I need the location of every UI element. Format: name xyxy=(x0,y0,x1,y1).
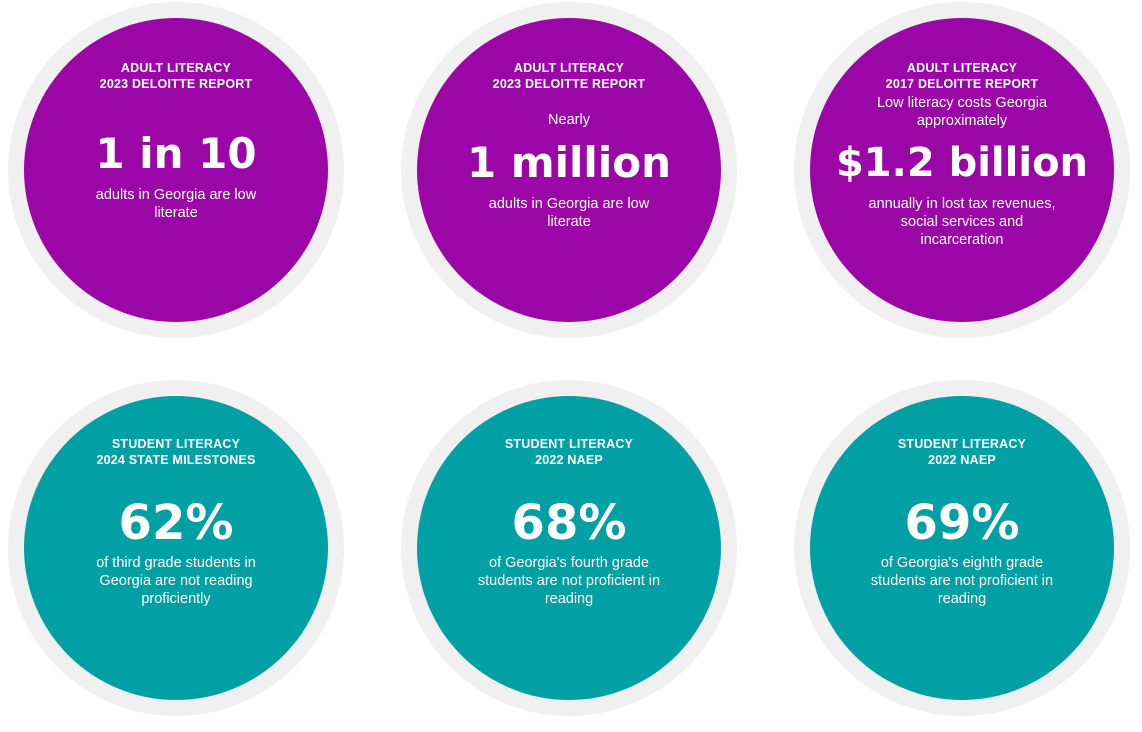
stat-source: 2022 NAEP xyxy=(535,453,603,467)
stat-value: 68% xyxy=(511,495,627,551)
stat-description: annually in lost tax revenues, social se… xyxy=(868,196,1056,248)
stat-circle-student-68: STUDENT LITERACY 2022 NAEP 68% of Georgi… xyxy=(401,380,737,716)
stat-category: ADULT LITERACY xyxy=(513,61,625,75)
stat-circle-adult-cost: ADULT LITERACY 2017 DELOITTE REPORT Low … xyxy=(794,2,1130,338)
stat-disc: STUDENT LITERACY 2024 STATE MILESTONES 6… xyxy=(24,396,328,700)
stat-source: 2024 STATE MILESTONES xyxy=(96,453,256,467)
stat-source-label: STUDENT LITERACY 2022 NAEP xyxy=(417,436,721,468)
stat-source-label: STUDENT LITERACY 2022 NAEP xyxy=(810,436,1114,468)
stat-category: STUDENT LITERACY xyxy=(111,437,241,451)
stat-value: 1 million xyxy=(467,138,671,187)
stat-source: 2023 DELOITTE REPORT xyxy=(492,77,646,91)
stat-category: STUDENT LITERACY xyxy=(897,437,1027,451)
stat-value: 69% xyxy=(904,495,1020,551)
stat-description: adults in Georgia are low literate xyxy=(95,187,257,221)
stat-circle-student-69: STUDENT LITERACY 2022 NAEP 69% of Georgi… xyxy=(794,380,1130,716)
stat-source-label: ADULT LITERACY 2023 DELOITTE REPORT xyxy=(417,60,721,92)
stat-category: STUDENT LITERACY xyxy=(504,437,634,451)
stat-description: adults in Georgia are low literate xyxy=(488,196,650,230)
stat-source-label: ADULT LITERACY 2017 DELOITTE REPORT xyxy=(810,60,1114,92)
stat-source-label: ADULT LITERACY 2023 DELOITTE REPORT xyxy=(24,60,328,92)
stat-description: of third grade students in Georgia are n… xyxy=(96,555,256,607)
stat-description: of Georgia's fourth grade students are n… xyxy=(477,555,661,607)
stat-disc: ADULT LITERACY 2023 DELOITTE REPORT 1 in… xyxy=(24,18,328,322)
stat-value: 1 in 10 xyxy=(95,129,257,178)
stat-prefix: Low literacy costs Georgia approximately xyxy=(876,95,1048,129)
stat-category: ADULT LITERACY xyxy=(906,61,1018,75)
stat-disc: STUDENT LITERACY 2022 NAEP 69% of Georgi… xyxy=(810,396,1114,700)
stat-prefix: Nearly xyxy=(548,112,590,128)
stat-description: of Georgia's eighth grade students are n… xyxy=(870,555,1054,607)
stat-circle-student-62: STUDENT LITERACY 2024 STATE MILESTONES 6… xyxy=(8,380,344,716)
stat-category: ADULT LITERACY xyxy=(120,61,232,75)
stat-disc: STUDENT LITERACY 2022 NAEP 68% of Georgi… xyxy=(417,396,721,700)
stat-disc: ADULT LITERACY 2023 DELOITTE REPORT Near… xyxy=(417,18,721,322)
stat-value: $1.2 billion xyxy=(835,140,1089,186)
stat-circle-adult-1-million: ADULT LITERACY 2023 DELOITTE REPORT Near… xyxy=(401,2,737,338)
stat-value: 62% xyxy=(118,495,234,551)
stat-source: 2023 DELOITTE REPORT xyxy=(99,77,253,91)
stat-disc: ADULT LITERACY 2017 DELOITTE REPORT Low … xyxy=(810,18,1114,322)
stat-source: 2017 DELOITTE REPORT xyxy=(885,77,1039,91)
stat-source: 2022 NAEP xyxy=(928,453,996,467)
stat-circle-adult-1-in-10: ADULT LITERACY 2023 DELOITTE REPORT 1 in… xyxy=(8,2,344,338)
stat-source-label: STUDENT LITERACY 2024 STATE MILESTONES xyxy=(24,436,328,468)
